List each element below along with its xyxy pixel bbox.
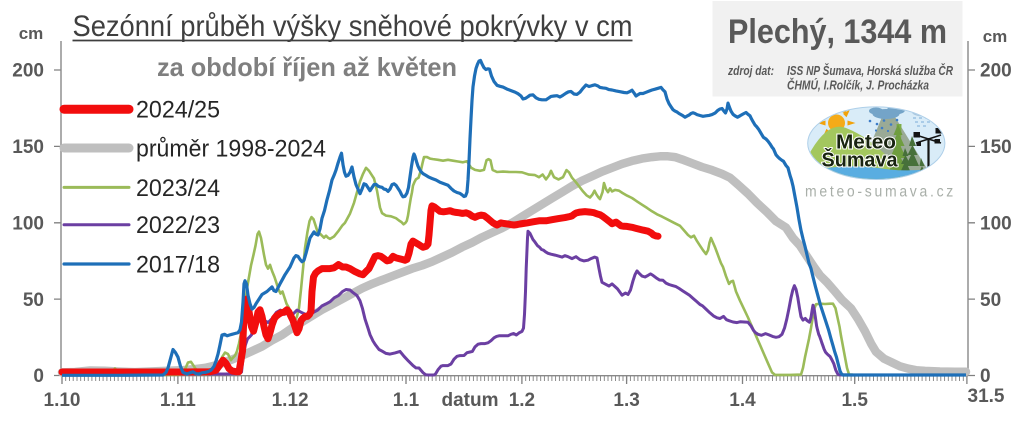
svg-text:cm: cm (19, 24, 44, 43)
svg-text:datum: datum (442, 390, 499, 411)
svg-text:ČHMÚ, I.Rolčík, J. Procházka: ČHMÚ, I.Rolčík, J. Procházka (787, 78, 929, 93)
svg-text:31.5: 31.5 (968, 386, 1005, 407)
svg-text:zdroj dat:: zdroj dat: (727, 64, 774, 78)
svg-text:50: 50 (980, 290, 1001, 311)
svg-text:1.3: 1.3 (613, 390, 639, 411)
svg-text:150: 150 (12, 137, 44, 158)
svg-text:100: 100 (980, 214, 1012, 235)
svg-text:200: 200 (12, 61, 44, 82)
svg-text:1.4: 1.4 (729, 390, 756, 411)
svg-text:Šumava: Šumava (822, 148, 899, 172)
svg-text:200: 200 (980, 61, 1012, 82)
svg-text:2024/25: 2024/25 (136, 97, 220, 124)
svg-text:Sezónní průběh výšky sněhové p: Sezónní průběh výšky sněhové pokrývky v … (73, 10, 633, 43)
svg-text:Meteo: Meteo (836, 132, 896, 154)
svg-text:průměr 1998-2024: průměr 1998-2024 (136, 136, 326, 163)
svg-text:meteo-sumava.cz: meteo-sumava.cz (805, 184, 956, 201)
svg-text:0: 0 (980, 366, 991, 387)
svg-text:150: 150 (980, 137, 1012, 158)
svg-text:Plechý, 1344 m: Plechý, 1344 m (728, 13, 947, 51)
svg-text:1.2: 1.2 (509, 390, 535, 411)
svg-text:cm: cm (983, 27, 1008, 46)
svg-text:2022/23: 2022/23 (136, 212, 220, 239)
svg-text:1.12: 1.12 (272, 390, 309, 411)
svg-text:50: 50 (23, 290, 44, 311)
svg-text:100: 100 (12, 214, 44, 235)
svg-text:ISS NP Šumava, Horská služba Č: ISS NP Šumava, Horská služba ČR (787, 63, 953, 78)
svg-text:0: 0 (33, 366, 44, 387)
svg-text:za období říjen až květen: za období říjen až květen (157, 52, 457, 82)
svg-text:1.11: 1.11 (160, 390, 196, 411)
svg-text:1.10: 1.10 (44, 390, 81, 411)
svg-text:2017/18: 2017/18 (136, 252, 220, 279)
svg-text:1.1: 1.1 (393, 390, 420, 411)
svg-text:2023/24: 2023/24 (136, 175, 220, 202)
svg-text:1.5: 1.5 (841, 390, 868, 411)
